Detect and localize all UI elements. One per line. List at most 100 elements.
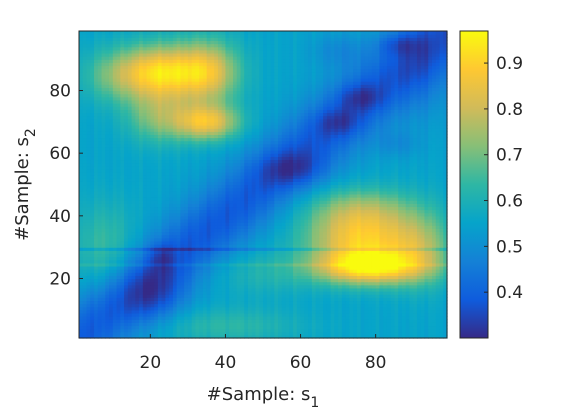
heatmap-cell (296, 269, 302, 273)
heatmap-cell (112, 265, 118, 270)
heatmap-cell (431, 325, 437, 330)
heatmap-cell (225, 256, 230, 261)
heatmap-cell (221, 322, 227, 327)
heatmap-cell (210, 331, 215, 336)
heatmap-cell (353, 222, 358, 226)
heatmap-cell (334, 203, 339, 208)
heatmap-cell (161, 306, 166, 311)
heatmap-cell (199, 265, 204, 270)
heatmap-cell (97, 265, 103, 270)
heatmap-cell (319, 272, 324, 276)
heatmap-cell (161, 294, 166, 298)
heatmap-cell (116, 297, 121, 302)
heatmap-cell (105, 312, 110, 317)
heatmap-cell (184, 206, 189, 211)
heatmap-cell (94, 303, 99, 308)
heatmap-cell (131, 331, 136, 336)
heatmap-cell (146, 253, 151, 258)
heatmap-cell (300, 212, 305, 217)
heatmap-cell (274, 240, 279, 245)
heatmap-cell (278, 334, 283, 339)
heatmap-cell (360, 312, 365, 317)
heatmap-cell (364, 244, 369, 248)
heatmap-cell (383, 275, 388, 280)
heatmap-cell (217, 303, 223, 308)
heatmap-cell (139, 300, 144, 305)
heatmap-cell (293, 247, 298, 251)
heatmap-cell (176, 287, 181, 292)
heatmap-cell (330, 222, 335, 226)
heatmap-cell (165, 303, 170, 308)
heatmap-cell (270, 244, 275, 248)
heatmap-cell (409, 262, 414, 267)
heatmap-cell (255, 272, 260, 276)
heatmap-cell (150, 253, 155, 258)
heatmap-cell (202, 275, 208, 280)
heatmap-cell (187, 218, 193, 223)
heatmap-cell (334, 303, 339, 308)
heatmap-cell (379, 206, 384, 211)
heatmap-cell (443, 265, 448, 270)
heatmap-cell (263, 234, 268, 239)
heatmap-cell (431, 212, 437, 217)
heatmap-cell (405, 240, 411, 245)
heatmap-cell (236, 306, 242, 311)
heatmap-cell (341, 262, 347, 267)
heatmap-cell (244, 331, 249, 336)
heatmap-cell (371, 240, 377, 245)
heatmap-cell (270, 319, 275, 323)
heatmap-cell (101, 262, 106, 267)
heatmap-cell (274, 215, 279, 220)
heatmap-cell (375, 303, 381, 308)
heatmap-cell (308, 331, 313, 336)
heatmap-cell (360, 222, 365, 226)
heatmap-cell (266, 284, 272, 289)
heatmap-cell (124, 272, 129, 276)
heatmap-cell (266, 325, 272, 330)
heatmap-cell (353, 240, 358, 245)
heatmap-cell (142, 225, 148, 229)
heatmap-cell (139, 259, 144, 264)
heatmap-cell (416, 215, 422, 220)
heatmap-cell (326, 322, 332, 327)
heatmap-cell (379, 262, 384, 267)
heatmap-cell (255, 244, 260, 248)
heatmap-cell (390, 193, 396, 198)
heatmap-cell (229, 281, 234, 286)
heatmap-cell (334, 312, 339, 317)
heatmap-cell (251, 322, 257, 327)
heatmap-cell (131, 294, 136, 298)
heatmap-cell (184, 331, 189, 336)
heatmap-cell (300, 325, 305, 330)
heatmap-cell (398, 244, 403, 248)
heatmap-cell (394, 193, 399, 198)
heatmap-cell (274, 247, 279, 251)
heatmap-cell (356, 284, 362, 289)
heatmap-cell (255, 306, 260, 311)
heatmap-cell (131, 303, 136, 308)
heatmap-cell (431, 256, 437, 261)
heatmap-cell (323, 250, 328, 255)
heatmap-cell (217, 309, 223, 314)
heatmap-cell (439, 294, 444, 298)
heatmap-cell (142, 231, 148, 236)
heatmap-cell (293, 303, 298, 308)
heatmap-cell (270, 231, 275, 236)
heatmap-cell (304, 281, 309, 286)
heatmap-cell (409, 240, 414, 245)
heatmap-cell (161, 265, 166, 270)
heatmap-cell (435, 218, 441, 223)
heatmap-cell (371, 269, 377, 273)
heatmap-cell (244, 294, 249, 298)
heatmap-cell (319, 300, 324, 305)
heatmap-cell (345, 218, 350, 223)
heatmap-cell (394, 203, 399, 208)
heatmap-cell (90, 206, 95, 211)
heatmap-cell (296, 303, 302, 308)
heatmap-cell (435, 269, 441, 273)
heatmap-cell (236, 247, 242, 251)
heatmap-cell (390, 319, 396, 323)
heatmap-cell (247, 200, 253, 204)
heatmap-cell (315, 247, 320, 251)
heatmap-cell (266, 203, 272, 208)
